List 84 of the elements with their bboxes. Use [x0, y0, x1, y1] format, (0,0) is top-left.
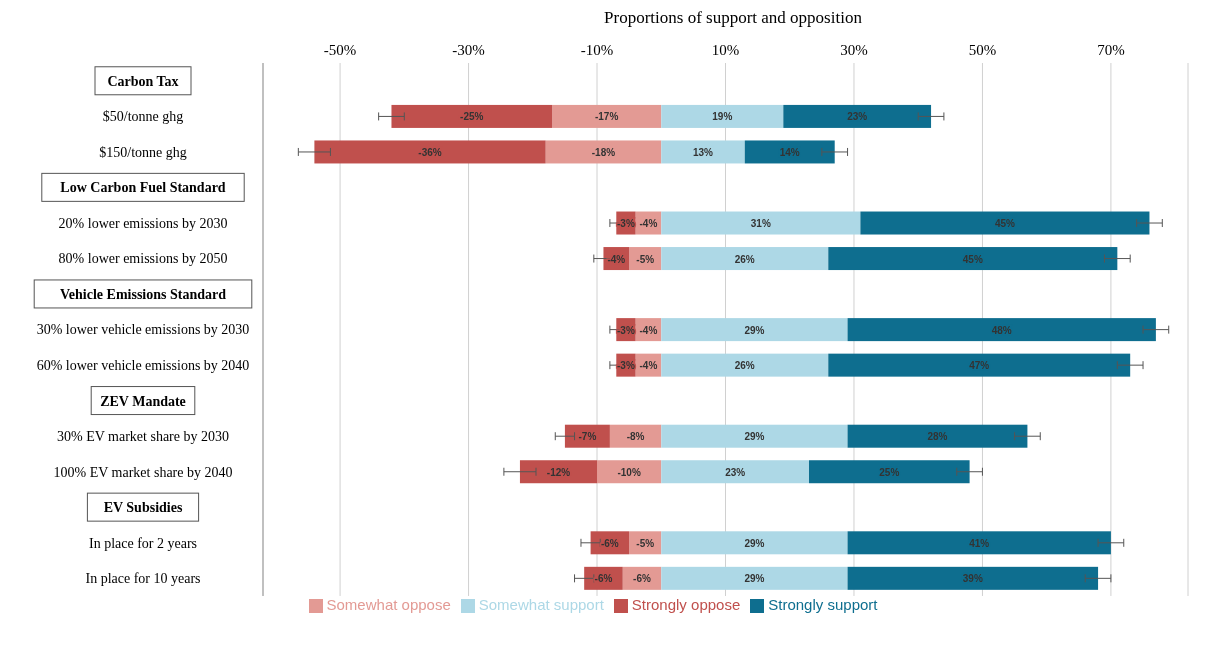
data-label: -17% [594, 111, 619, 123]
data-label: 29% [744, 573, 765, 585]
data-label: -36% [418, 146, 442, 158]
y-tick-label: $50/tonne ghg [102, 109, 184, 125]
bar [661, 424, 848, 448]
data-label: -12% [546, 466, 571, 478]
data-label: -8% [626, 431, 645, 443]
y-tick-label: 60% lower vehicle emissions by 2040 [36, 358, 250, 374]
data-label: 31% [750, 218, 771, 230]
data-label: 45% [994, 218, 1016, 230]
bar [661, 531, 848, 555]
y-tick-label: In place for 2 years [88, 535, 198, 551]
data-label: 29% [744, 431, 765, 443]
data-label: 23% [847, 111, 868, 123]
y-tick-label: Vehicle Emissions Standard [60, 286, 227, 302]
legend-label: Somewhat oppose [326, 595, 451, 613]
data-label: -5% [636, 537, 655, 549]
y-tick-label: ZEV Mandate [100, 393, 186, 409]
data-label: 29% [744, 324, 765, 336]
bar [783, 104, 932, 128]
y-tick-label: 30% EV market share by 2030 [57, 429, 229, 445]
data-label: 28% [927, 431, 948, 443]
data-label: -7% [578, 431, 597, 443]
data-label: -6% [600, 537, 619, 549]
x-tick-label: 70% [1097, 42, 1125, 58]
bar [847, 318, 1156, 342]
data-label: 47% [969, 360, 990, 372]
data-label: -6% [594, 573, 613, 585]
bar [847, 566, 1099, 590]
y-tick-label: EV Subsidies [103, 500, 183, 516]
bar [828, 353, 1131, 377]
data-label: -4% [639, 324, 658, 336]
y-tick-label: In place for 10 years [85, 571, 201, 587]
bar [391, 104, 553, 128]
bar [847, 531, 1111, 555]
bar [828, 247, 1118, 271]
data-label: -5% [636, 253, 655, 265]
bar [661, 460, 810, 484]
data-label: -6% [633, 573, 651, 585]
y-tick-label: 100% EV market share by 2040 [53, 464, 233, 480]
legend-label: Somewhat support [478, 595, 604, 613]
data-label: 29% [744, 537, 765, 549]
data-label: 25% [879, 466, 900, 478]
y-tick-label: $150/tonne ghg [99, 144, 187, 160]
bar [661, 566, 848, 590]
data-label: -4% [639, 360, 658, 372]
bar [809, 460, 970, 484]
data-label: -18% [591, 146, 616, 158]
bar [661, 318, 848, 342]
x-tick-label: -50% [323, 42, 357, 58]
bar [661, 211, 861, 235]
data-label: 23% [725, 466, 746, 478]
data-label: 19% [712, 111, 733, 123]
data-label: 14% [779, 146, 800, 158]
bar [661, 353, 829, 377]
y-tick-label: 20% lower emissions by 2030 [58, 215, 228, 231]
y-tick-label: 30% lower vehicle emissions by 2030 [36, 322, 250, 338]
legend-label: Strongly oppose [631, 595, 741, 613]
bar [860, 211, 1150, 235]
bar [314, 140, 546, 164]
data-label: 41% [969, 537, 990, 549]
data-label: 45% [962, 253, 983, 265]
legend-label: Strongly support [768, 595, 878, 613]
data-label: 48% [991, 324, 1012, 336]
data-label: 13% [693, 146, 714, 158]
data-label: -25% [460, 111, 484, 123]
x-tick-label: 30% [840, 42, 868, 58]
x-axis-title: Proportions of support and opposition [603, 8, 863, 28]
y-tick-label: Carbon Tax [107, 73, 179, 89]
bar [661, 247, 829, 271]
data-label: 26% [734, 253, 755, 265]
data-label: 39% [962, 573, 983, 585]
bar [661, 104, 784, 128]
data-label: -4% [607, 253, 626, 265]
bar [847, 424, 1028, 448]
data-label: -10% [617, 466, 641, 478]
data-label: 26% [734, 360, 755, 372]
y-tick-label: Low Carbon Fuel Standard [60, 180, 226, 196]
data-label: -4% [639, 218, 658, 230]
x-tick-label: -30% [452, 42, 485, 58]
x-tick-label: 10% [711, 42, 740, 58]
x-tick-label: 50% [968, 42, 997, 58]
x-tick-label: -10% [580, 42, 614, 58]
y-tick-label: 80% lower emissions by 2050 [58, 251, 228, 267]
